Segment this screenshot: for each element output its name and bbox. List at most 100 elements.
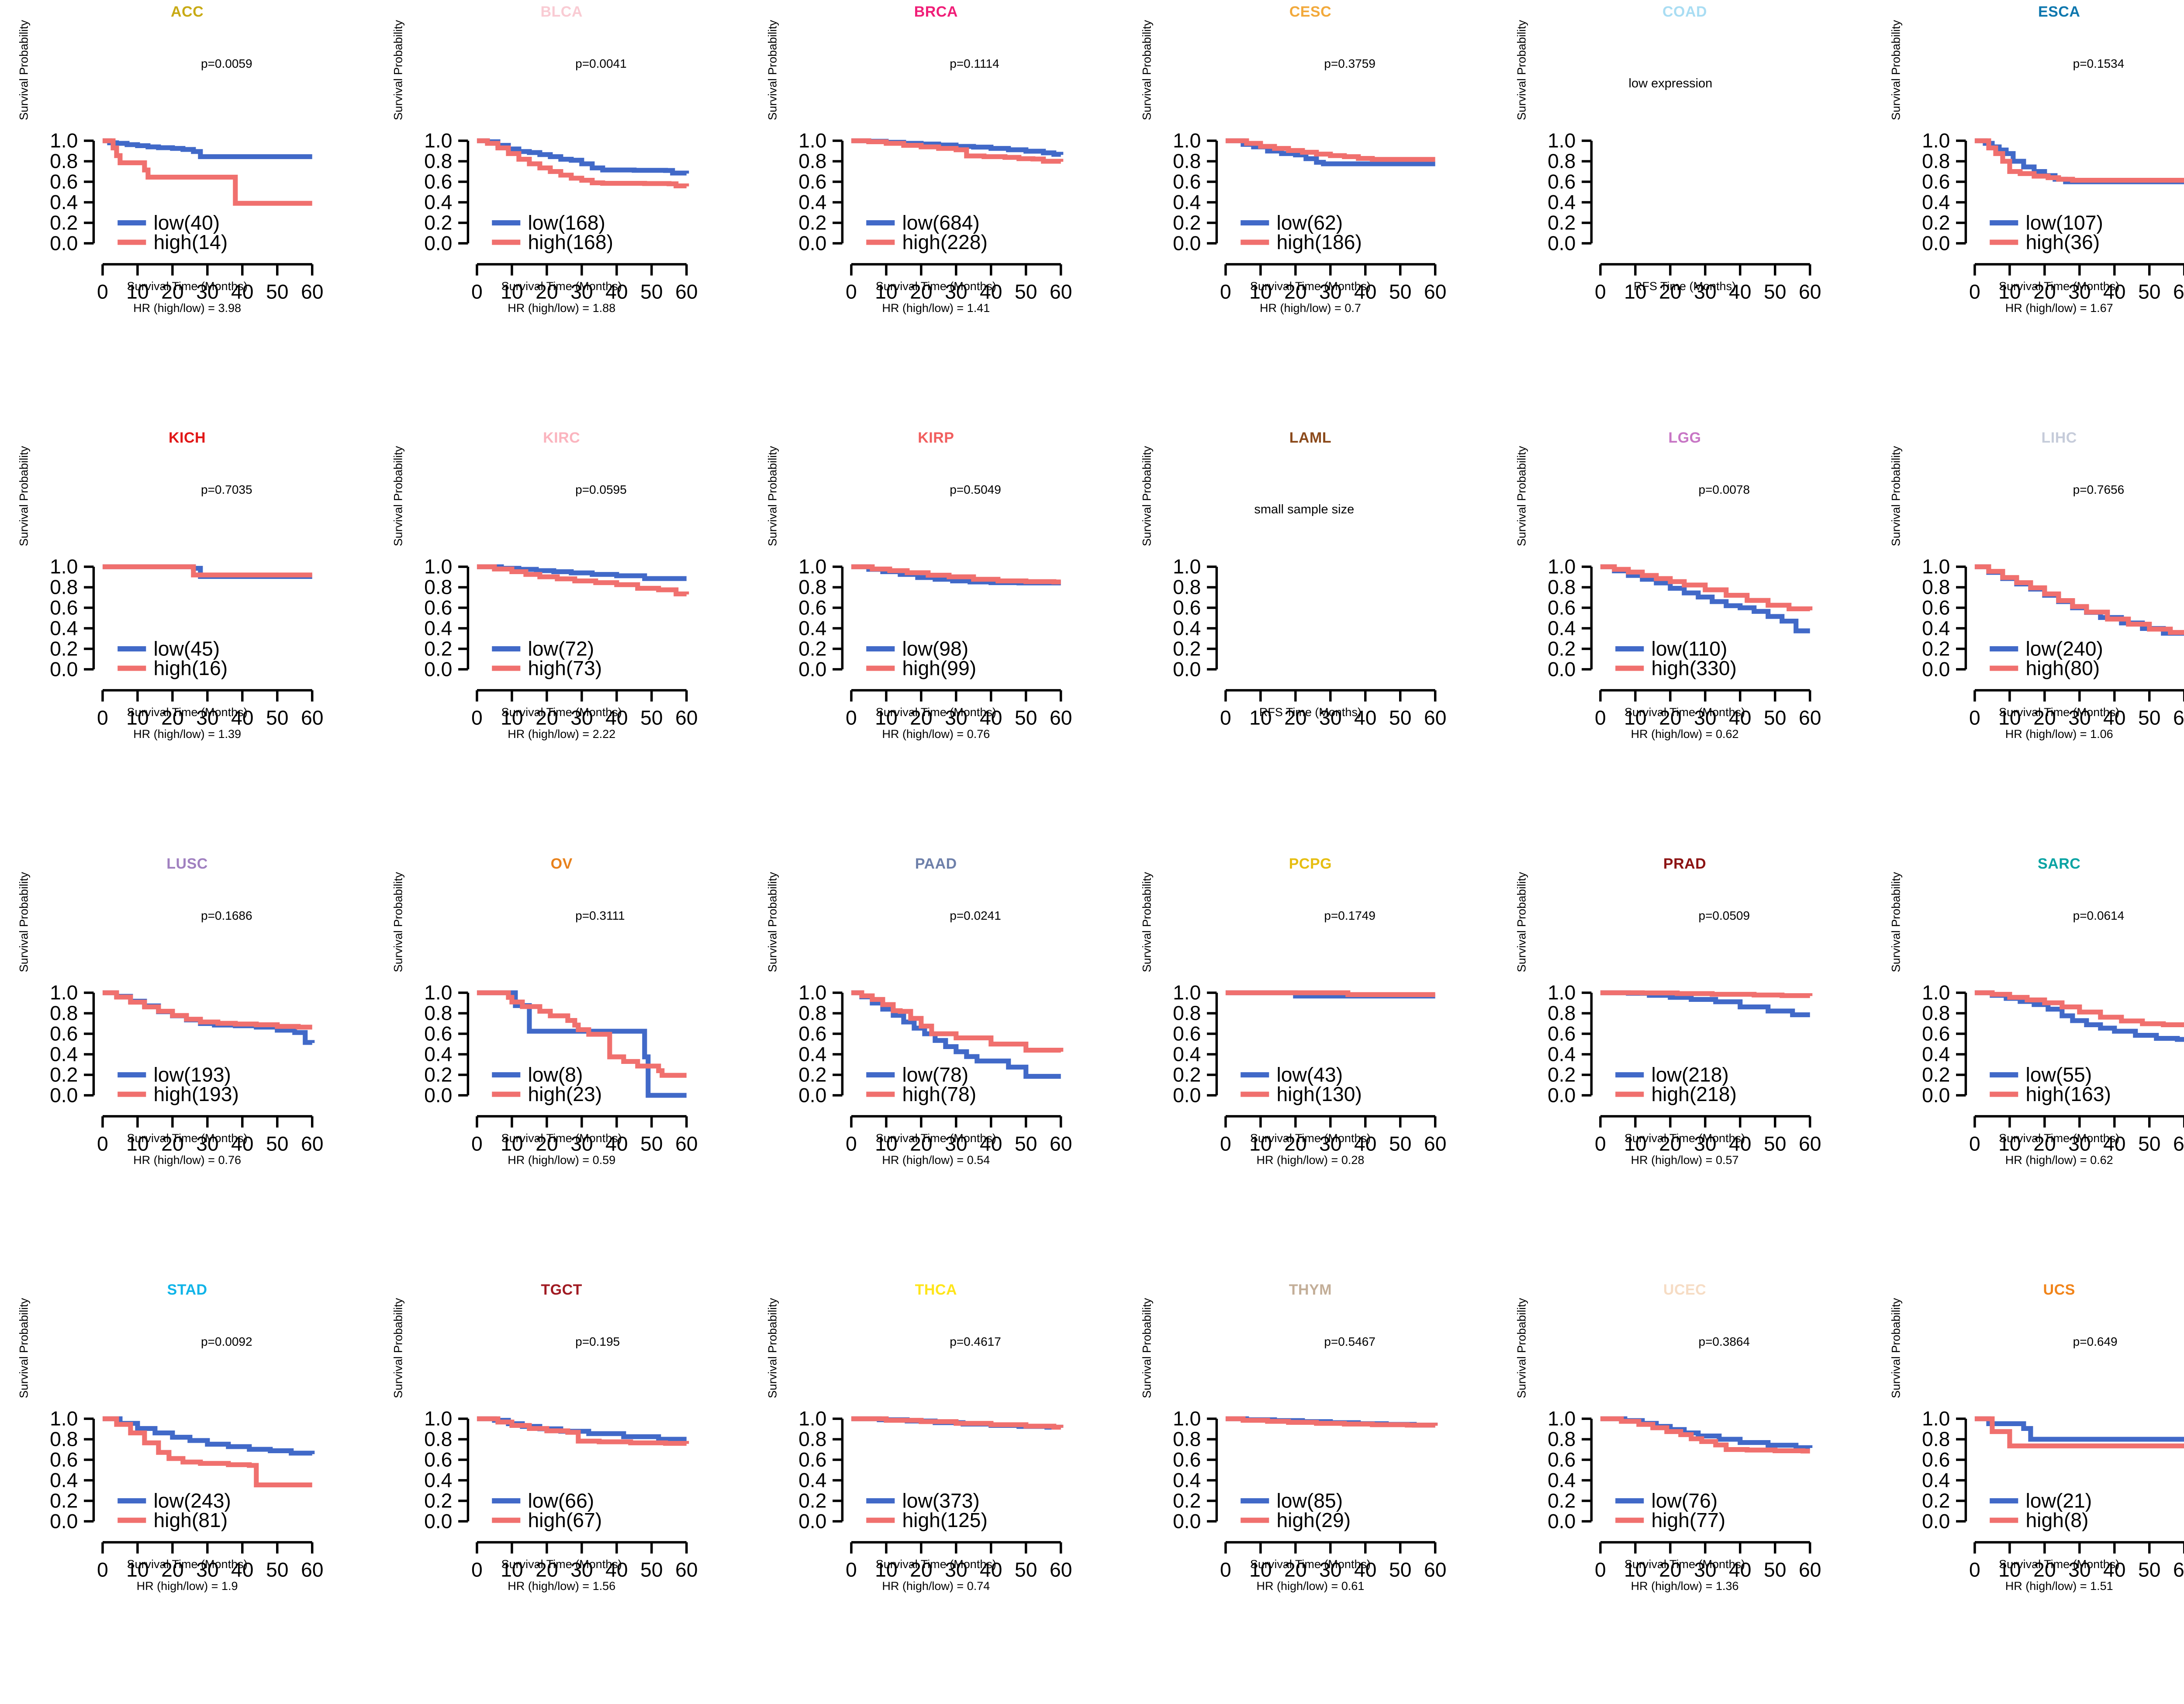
y-tick-label: 1.0: [424, 129, 452, 152]
x-tick-label: 50: [1764, 281, 1786, 303]
x-tick-label: 30: [1319, 1133, 1341, 1155]
y-tick-label: 0.6: [50, 1022, 78, 1045]
y-tick-label: 0.4: [1173, 616, 1201, 639]
x-tick-label: 10: [1250, 707, 1272, 729]
x-tick-label: 10: [1998, 707, 2021, 729]
hazard-ratio-label: HR (high/low) = 0.76: [882, 727, 990, 741]
x-tick-label: 10: [1998, 1559, 2021, 1581]
y-tick-label: 0.6: [1548, 596, 1576, 619]
x-tick-label: 50: [266, 1133, 288, 1155]
y-tick-label: 0.2: [1922, 637, 1950, 660]
x-tick-label: 30: [1319, 1559, 1341, 1581]
km-panel-thca: THCA 0.0 0.2 0.4 0.6 0.8 1.0 0 10 20 30 40 50 60 low(3…: [749, 1278, 1123, 1704]
legend-label: high(29): [1277, 1509, 1351, 1531]
x-tick-label: 60: [1424, 707, 1446, 729]
y-tick-label: 0.6: [424, 1022, 452, 1045]
km-curve-high: [102, 990, 312, 1030]
plot-area: 0.00.20.40.60.81.0 0 10 20 30 40 50 60 low(45)hi…: [50, 555, 323, 729]
legend-label: high(81): [153, 1509, 228, 1531]
x-axis-label: Survival Time (Months): [127, 1558, 248, 1571]
y-tick-label: 0.0: [1922, 1510, 1950, 1532]
km-panel-esca: ESCA 0.00.20.40.60.81.0 0 10 20 30 40 50 60 low(1…: [1872, 0, 2184, 426]
y-tick-label: 0.0: [50, 1084, 78, 1106]
x-tick-label: 60: [675, 1559, 698, 1581]
x-tick-label: 40: [980, 281, 1002, 303]
x-tick-label: 50: [1764, 707, 1786, 729]
y-tick-label: 0.0: [50, 658, 78, 680]
y-tick-label: 0.4: [50, 616, 78, 639]
km-curve-high: [1974, 990, 2184, 1027]
legend-label: low(240): [2025, 637, 2103, 660]
x-tick-label: 0: [1595, 1559, 1606, 1581]
x-tick-label: 60: [1050, 281, 1072, 303]
panel-title: THCA: [915, 1281, 957, 1298]
p-value-label: p=0.0059: [201, 57, 252, 70]
km-panel-pcpg: PCPG 0.0 0.2 0.4 0.6 0.8 1.0 0 10 20 30 40 50 60 low(4…: [1123, 852, 1497, 1278]
x-tick-label: 0: [846, 1133, 857, 1155]
y-tick-label: 0.6: [1173, 596, 1201, 619]
y-tick-label: 0.2: [50, 637, 78, 660]
x-axis-label: Survival Time (Months): [501, 706, 622, 719]
x-tick-label: 50: [1389, 1133, 1411, 1155]
y-tick-label: 0.0: [1548, 1084, 1576, 1106]
y-tick-label: 0.0: [424, 1510, 452, 1532]
km-panel-ucec: UCEC 0.0 0.2 0.4 0.6 0.8 1.0 0 10 20 30 40 50 60 low(7…: [1498, 1278, 1872, 1704]
x-axis-label: Survival Time (Months): [1999, 706, 2120, 719]
x-tick-label: 30: [2068, 281, 2091, 303]
y-tick-label: 1.0: [1548, 981, 1576, 1004]
y-tick-label: 0.6: [1548, 1448, 1576, 1471]
y-axis-label: Survival Probability: [1515, 1298, 1528, 1399]
hazard-ratio-label: HR (high/low) = 1.67: [2005, 301, 2113, 315]
y-tick-label: 0.2: [1173, 637, 1201, 660]
plot-area: 0.00.20.40.60.81.0 0 10 20 30 40 50 60 low(98)hi…: [798, 555, 1072, 729]
plot-area: 0.00.20.40.60.81.0 0 10 20 30 40 50 60 low(66)hi…: [424, 1407, 698, 1581]
legend-label: high(168): [528, 231, 613, 253]
x-axis-label: Survival Time (Months): [1250, 1558, 1371, 1571]
y-tick-label: 0.6: [1173, 1448, 1201, 1471]
plot-area: 0.00.20.40.60.81.0 0 10 20 30 40 50 60 low(62)hi…: [1173, 129, 1446, 303]
legend-label: high(77): [1651, 1509, 1725, 1531]
y-tick-label: 0.0: [424, 1084, 452, 1106]
y-tick-label: 0.6: [798, 1022, 826, 1045]
y-tick-label: 0.4: [1548, 1468, 1576, 1491]
legend-label: low(62): [1277, 211, 1343, 234]
y-axis-label: Survival Probability: [17, 872, 31, 973]
y-tick-label: 0.4: [50, 1468, 78, 1491]
panel-title: BLCA: [540, 3, 583, 20]
legend-label: low(373): [902, 1489, 980, 1512]
panel-title: STAD: [167, 1281, 207, 1298]
legend-label: low(40): [153, 211, 220, 234]
y-tick-label: 0.4: [50, 190, 78, 213]
plot-area: 0.00.20.40.60.81.0 0 10 20 30 40 50 60 low(373)h…: [798, 1407, 1072, 1581]
p-value-label: p=0.5049: [950, 483, 1001, 496]
x-tick-label: 0: [97, 1559, 108, 1581]
x-tick-label: 10: [126, 1133, 149, 1155]
km-curve-high: [477, 564, 689, 596]
plot-area: 0.00.20.40.60.81.0 0 10 20 30 40 50 60 low(107)h…: [1922, 129, 2184, 303]
hazard-ratio-label: HR (high/low) = 0.28: [1256, 1153, 1365, 1167]
plot-area: 0.00.20.40.60.81.0 0 10 20 30 40 50 60: [1173, 555, 1446, 729]
legend-label: low(85): [1277, 1489, 1343, 1512]
y-tick-label: 0.2: [50, 1489, 78, 1512]
km-curve-high: [477, 1416, 689, 1446]
x-tick-label: 0: [1969, 1133, 1980, 1155]
x-tick-label: 50: [2138, 707, 2160, 729]
x-tick-label: 40: [2103, 707, 2125, 729]
x-tick-label: 20: [161, 281, 183, 303]
y-tick-label: 0.8: [1922, 576, 1950, 599]
x-tick-label: 50: [1764, 1559, 1786, 1581]
x-tick-label: 20: [2033, 707, 2056, 729]
x-tick-label: 60: [301, 1559, 323, 1581]
x-tick-label: 60: [1798, 1559, 1821, 1581]
x-tick-label: 50: [266, 281, 288, 303]
legend-label: high(193): [153, 1083, 238, 1105]
km-panel-coad: COAD 0.0 0.2 0.4 0.6 0.8 1.0 0 10 20 30 40 50 60 low e…: [1498, 0, 1872, 426]
y-tick-label: 0.6: [1922, 1448, 1950, 1471]
x-axis-label: Survival Time (Months): [875, 1558, 996, 1571]
km-curve-high: [1600, 564, 1812, 611]
hazard-ratio-label: HR (high/low) = 3.98: [133, 301, 241, 315]
panel-message: low expression: [1628, 76, 1713, 90]
x-tick-label: 40: [980, 1559, 1002, 1581]
legend-label: high(130): [1277, 1083, 1362, 1105]
x-tick-label: 10: [1624, 1559, 1646, 1581]
